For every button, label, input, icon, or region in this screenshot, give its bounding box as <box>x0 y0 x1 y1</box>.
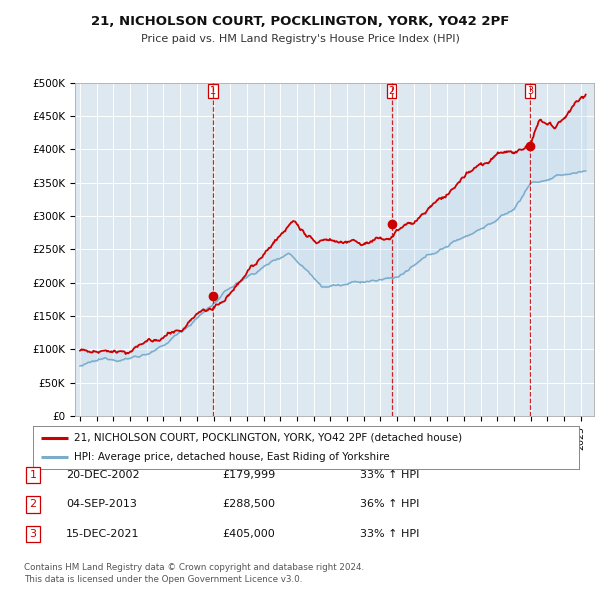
Text: £179,999: £179,999 <box>222 470 275 480</box>
Text: HPI: Average price, detached house, East Riding of Yorkshire: HPI: Average price, detached house, East… <box>74 453 389 463</box>
Text: £405,000: £405,000 <box>222 529 275 539</box>
Text: 2: 2 <box>29 500 37 509</box>
Text: This data is licensed under the Open Government Licence v3.0.: This data is licensed under the Open Gov… <box>24 575 302 584</box>
Text: Contains HM Land Registry data © Crown copyright and database right 2024.: Contains HM Land Registry data © Crown c… <box>24 563 364 572</box>
Text: 1: 1 <box>210 86 216 96</box>
Text: £288,500: £288,500 <box>222 500 275 509</box>
Text: 33% ↑ HPI: 33% ↑ HPI <box>360 470 419 480</box>
Text: 36% ↑ HPI: 36% ↑ HPI <box>360 500 419 509</box>
Text: 33% ↑ HPI: 33% ↑ HPI <box>360 529 419 539</box>
Text: 15-DEC-2021: 15-DEC-2021 <box>66 529 139 539</box>
Text: 21, NICHOLSON COURT, POCKLINGTON, YORK, YO42 2PF (detached house): 21, NICHOLSON COURT, POCKLINGTON, YORK, … <box>74 432 462 442</box>
Text: 2: 2 <box>388 86 395 96</box>
Text: 21, NICHOLSON COURT, POCKLINGTON, YORK, YO42 2PF: 21, NICHOLSON COURT, POCKLINGTON, YORK, … <box>91 15 509 28</box>
Text: Price paid vs. HM Land Registry's House Price Index (HPI): Price paid vs. HM Land Registry's House … <box>140 34 460 44</box>
Text: 20-DEC-2002: 20-DEC-2002 <box>66 470 140 480</box>
Text: 04-SEP-2013: 04-SEP-2013 <box>66 500 137 509</box>
Text: 3: 3 <box>29 529 37 539</box>
Text: 1: 1 <box>29 470 37 480</box>
Text: 3: 3 <box>527 86 533 96</box>
